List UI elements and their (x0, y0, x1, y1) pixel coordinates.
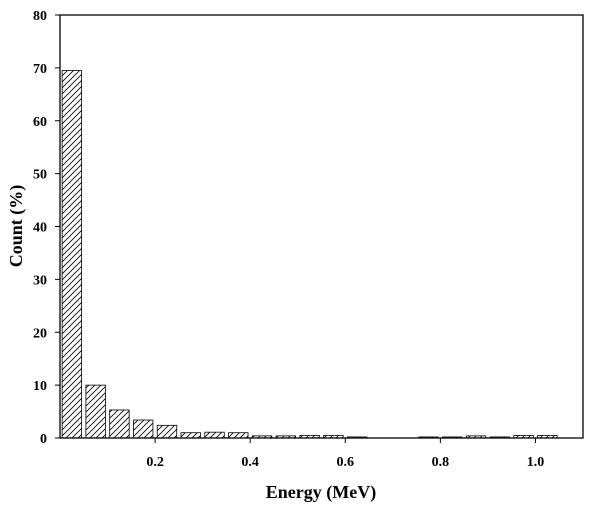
histogram-bar (133, 419, 154, 439)
histogram-bar (156, 424, 178, 439)
x-tick-label: 1.0 (527, 455, 545, 470)
x-axis-title: Energy (MeV) (266, 482, 376, 503)
y-axis-ticks: 0 10 20 30 40 50 60 70 80 (33, 9, 60, 447)
histogram-bars (61, 70, 558, 439)
y-tick-label: 80 (33, 9, 47, 24)
x-tick-label: 0.2 (146, 455, 164, 470)
y-axis-title: Count (%) (6, 185, 27, 268)
x-tick-label: 0.8 (432, 455, 450, 470)
histogram-bar (109, 409, 130, 439)
y-tick-label: 70 (33, 62, 47, 77)
y-tick-label: 30 (33, 273, 47, 288)
y-tick-label: 40 (33, 221, 47, 236)
y-tick-label: 20 (33, 326, 47, 341)
y-tick-label: 60 (33, 115, 47, 130)
y-tick-label: 10 (33, 379, 47, 394)
x-axis-ticks: 0.2 0.4 0.6 0.8 1.0 (146, 438, 544, 470)
histogram-bar (61, 70, 83, 439)
histogram-bar (228, 432, 249, 439)
y-tick-label: 50 (33, 168, 47, 183)
y-tick-label: 0 (40, 432, 47, 447)
x-tick-label: 0.4 (241, 455, 259, 470)
histogram-bar (85, 384, 106, 439)
histogram-bar (204, 431, 225, 439)
histogram-bar (180, 432, 201, 439)
plot-frame (59, 14, 584, 439)
x-tick-label: 0.6 (337, 455, 355, 470)
